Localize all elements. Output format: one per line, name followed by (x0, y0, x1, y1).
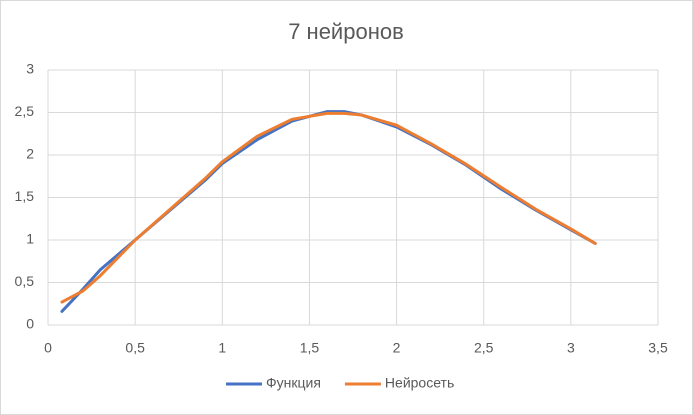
x-tick-label: 0 (44, 340, 52, 356)
y-tick-label: 0,5 (15, 273, 35, 289)
x-tick-label: 2,5 (474, 340, 494, 356)
series-line (60, 111, 597, 304)
x-tick-label: 3 (567, 340, 575, 356)
x-tick-label: 1 (218, 340, 226, 356)
y-tick-label: 2,5 (15, 103, 35, 119)
x-tick-label: 1,5 (300, 340, 320, 356)
y-tick-label: 1 (26, 231, 34, 247)
y-tick-label: 3 (26, 61, 34, 77)
y-tick-label: 2 (26, 146, 34, 162)
x-tick-label: 2 (393, 340, 401, 356)
legend-label: Нейросеть (385, 375, 454, 391)
legend-label: Функция (266, 375, 321, 391)
y-tick-label: 1,5 (15, 188, 35, 204)
chart-title: 7 нейронов (288, 19, 404, 44)
x-tick-label: 3,5 (648, 340, 668, 356)
y-tick-label: 0 (26, 316, 34, 332)
x-tick-label: 0,5 (125, 340, 145, 356)
